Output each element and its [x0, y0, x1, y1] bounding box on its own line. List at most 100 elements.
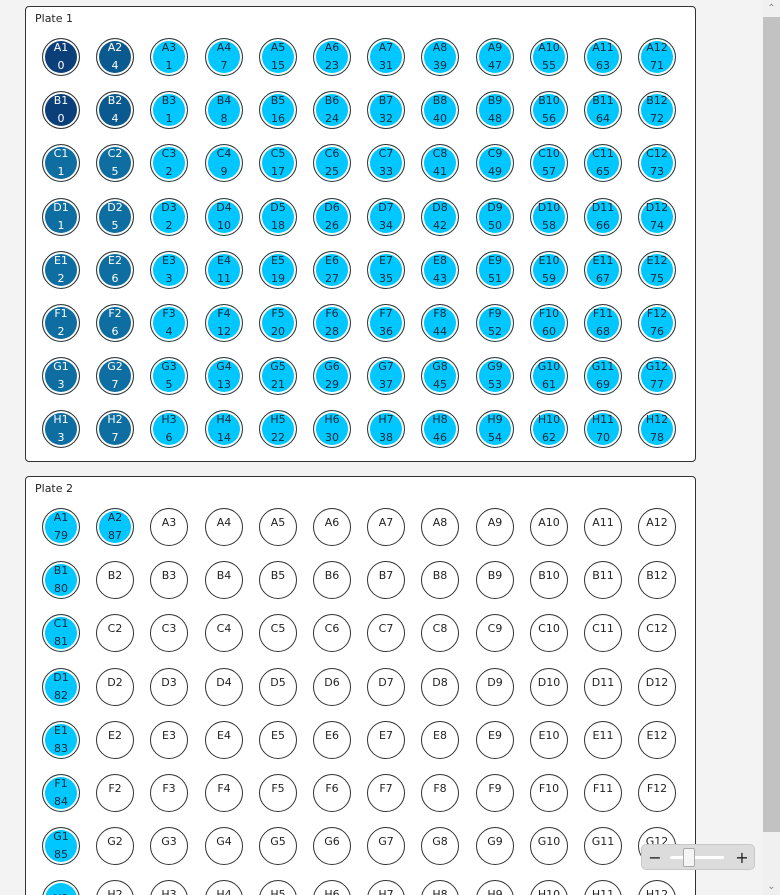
- well-A6[interactable]: A6 23: [313, 38, 351, 76]
- well-E5[interactable]: E5 19: [259, 251, 297, 289]
- well-H5[interactable]: H5 22: [259, 410, 297, 448]
- well-G10[interactable]: G10: [530, 827, 568, 865]
- zoom-slider-track[interactable]: [670, 856, 724, 859]
- well-B8[interactable]: B8: [421, 561, 459, 599]
- scroll-thumb[interactable]: [763, 17, 780, 832]
- well-H1[interactable]: H1: [42, 880, 80, 895]
- scroll-down-icon[interactable]: ⌄: [767, 881, 776, 892]
- well-E1[interactable]: E1 2: [42, 251, 80, 289]
- well-C3[interactable]: C3 2: [150, 144, 188, 182]
- well-D1[interactable]: D1 82: [42, 668, 80, 706]
- well-B12[interactable]: B12 72: [638, 91, 676, 129]
- well-G4[interactable]: G4: [205, 827, 243, 865]
- well-E11[interactable]: E11 67: [584, 251, 622, 289]
- well-H4[interactable]: H4: [205, 880, 243, 895]
- well-A5[interactable]: A5 15: [259, 38, 297, 76]
- well-C10[interactable]: C10 57: [530, 144, 568, 182]
- well-H11[interactable]: H11 70: [584, 410, 622, 448]
- well-A1[interactable]: A1 79: [42, 508, 80, 546]
- well-G12[interactable]: G12 77: [638, 357, 676, 395]
- well-E2[interactable]: E2 6: [96, 251, 134, 289]
- well-D12[interactable]: D12 74: [638, 198, 676, 236]
- well-B7[interactable]: B7: [367, 561, 405, 599]
- well-E5[interactable]: E5: [259, 721, 297, 759]
- well-B6[interactable]: B6: [313, 561, 351, 599]
- well-D7[interactable]: D7: [367, 668, 405, 706]
- well-F9[interactable]: F9 52: [476, 304, 514, 342]
- well-H10[interactable]: H10 62: [530, 410, 568, 448]
- well-G6[interactable]: G6 29: [313, 357, 351, 395]
- well-D3[interactable]: D3: [150, 668, 188, 706]
- well-C2[interactable]: C2 5: [96, 144, 134, 182]
- well-D10[interactable]: D10 58: [530, 198, 568, 236]
- well-H12[interactable]: H12 78: [638, 410, 676, 448]
- well-G7[interactable]: G7 37: [367, 357, 405, 395]
- well-H9[interactable]: H9: [476, 880, 514, 895]
- well-E11[interactable]: E11: [584, 721, 622, 759]
- well-C5[interactable]: C5: [259, 614, 297, 652]
- well-A7[interactable]: A7 31: [367, 38, 405, 76]
- well-B4[interactable]: B4 8: [205, 91, 243, 129]
- well-F11[interactable]: F11 68: [584, 304, 622, 342]
- well-F1[interactable]: F1 2: [42, 304, 80, 342]
- well-F2[interactable]: F2 6: [96, 304, 134, 342]
- well-A5[interactable]: A5: [259, 508, 297, 546]
- well-E8[interactable]: E8 43: [421, 251, 459, 289]
- well-E2[interactable]: E2: [96, 721, 134, 759]
- well-G2[interactable]: G2 7: [96, 357, 134, 395]
- well-F4[interactable]: F4: [205, 774, 243, 812]
- well-G1[interactable]: G1 3: [42, 357, 80, 395]
- well-F4[interactable]: F4 12: [205, 304, 243, 342]
- well-D10[interactable]: D10: [530, 668, 568, 706]
- well-D9[interactable]: D9: [476, 668, 514, 706]
- well-E6[interactable]: E6: [313, 721, 351, 759]
- well-D8[interactable]: D8 42: [421, 198, 459, 236]
- zoom-in-button[interactable]: +: [735, 847, 749, 867]
- well-D4[interactable]: D4 10: [205, 198, 243, 236]
- well-F12[interactable]: F12: [638, 774, 676, 812]
- well-E12[interactable]: E12 75: [638, 251, 676, 289]
- well-G9[interactable]: G9: [476, 827, 514, 865]
- well-A7[interactable]: A7: [367, 508, 405, 546]
- well-E4[interactable]: E4: [205, 721, 243, 759]
- well-A2[interactable]: A2 87: [96, 508, 134, 546]
- well-A8[interactable]: A8: [421, 508, 459, 546]
- well-C4[interactable]: C4: [205, 614, 243, 652]
- well-A11[interactable]: A11: [584, 508, 622, 546]
- well-F12[interactable]: F12 76: [638, 304, 676, 342]
- well-B3[interactable]: B3 1: [150, 91, 188, 129]
- well-C6[interactable]: C6 25: [313, 144, 351, 182]
- well-E10[interactable]: E10 59: [530, 251, 568, 289]
- well-A8[interactable]: A8 39: [421, 38, 459, 76]
- well-F8[interactable]: F8 44: [421, 304, 459, 342]
- well-G1[interactable]: G1 85: [42, 827, 80, 865]
- well-H2[interactable]: H2 7: [96, 410, 134, 448]
- well-H12[interactable]: H12: [638, 880, 676, 895]
- well-B8[interactable]: B8 40: [421, 91, 459, 129]
- well-F1[interactable]: F1 84: [42, 774, 80, 812]
- well-D1[interactable]: D1 1: [42, 198, 80, 236]
- well-E1[interactable]: E1 83: [42, 721, 80, 759]
- well-E9[interactable]: E9 51: [476, 251, 514, 289]
- well-C3[interactable]: C3: [150, 614, 188, 652]
- well-B11[interactable]: B11 64: [584, 91, 622, 129]
- well-A12[interactable]: A12: [638, 508, 676, 546]
- well-H5[interactable]: H5: [259, 880, 297, 895]
- well-C9[interactable]: C9: [476, 614, 514, 652]
- well-H7[interactable]: H7: [367, 880, 405, 895]
- well-H6[interactable]: H6 30: [313, 410, 351, 448]
- well-F8[interactable]: F8: [421, 774, 459, 812]
- well-A2[interactable]: A2 4: [96, 38, 134, 76]
- well-A3[interactable]: A3: [150, 508, 188, 546]
- well-H10[interactable]: H10: [530, 880, 568, 895]
- well-G3[interactable]: G3: [150, 827, 188, 865]
- well-G4[interactable]: G4 13: [205, 357, 243, 395]
- scroll-up-icon[interactable]: ⌃: [767, 3, 776, 14]
- well-C8[interactable]: C8: [421, 614, 459, 652]
- well-B2[interactable]: B2: [96, 561, 134, 599]
- well-F3[interactable]: F3: [150, 774, 188, 812]
- well-E3[interactable]: E3 3: [150, 251, 188, 289]
- well-C6[interactable]: C6: [313, 614, 351, 652]
- well-D12[interactable]: D12: [638, 668, 676, 706]
- well-G9[interactable]: G9 53: [476, 357, 514, 395]
